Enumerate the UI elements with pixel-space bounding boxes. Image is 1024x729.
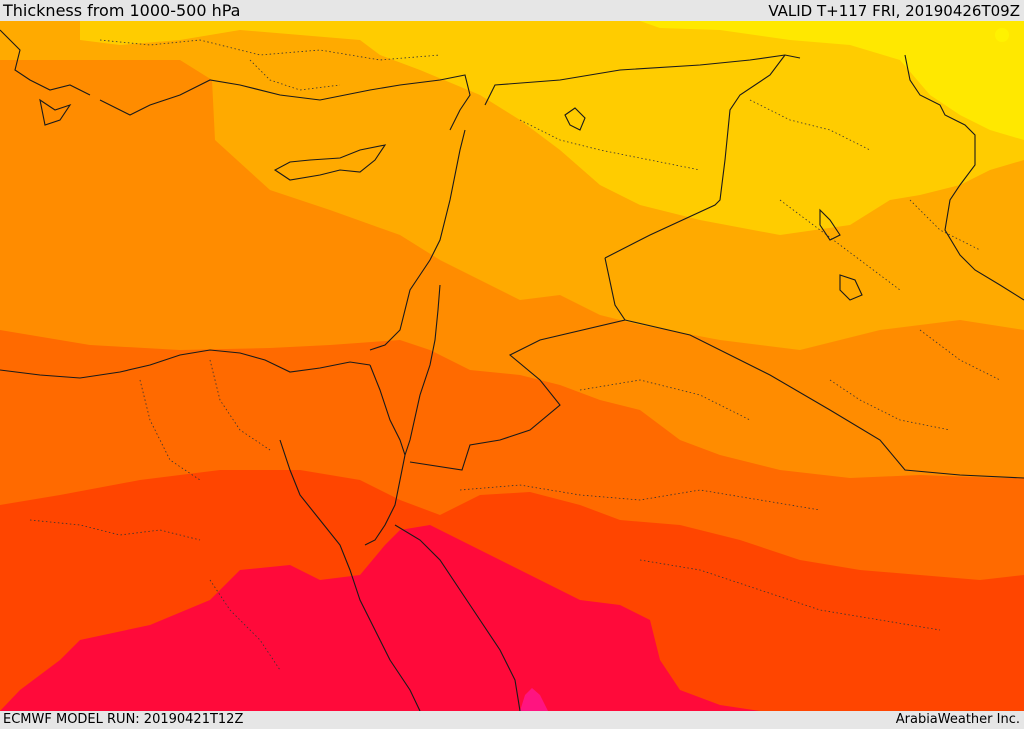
border-crete [39, 98, 72, 126]
border-iraq-saudi [624, 319, 1024, 479]
dotted-iran-2 [919, 329, 1001, 381]
dotted-turkey-2 [249, 59, 341, 91]
dotted-egypt-2 [209, 359, 271, 451]
border-egypt-coast [0, 349, 371, 379]
border-iran [904, 54, 1024, 301]
border-gulf-aqaba [364, 454, 406, 546]
header-bar: Thickness from 1000-500 hPa VALID T+117 … [0, 0, 1024, 21]
yellow-spot [995, 28, 1009, 42]
band-magenta [520, 688, 548, 711]
map-canvas [0, 21, 1024, 711]
country-borders [0, 29, 1024, 711]
border-jordan-saudi [409, 257, 626, 471]
border-syria-iraq [604, 54, 786, 259]
border-levant-coast [369, 129, 466, 351]
border-jordan-valley [404, 284, 441, 456]
dotted-iran-1 [909, 199, 981, 251]
border-turkey-coast [99, 74, 471, 131]
footer-bar: ECMWF MODEL RUN: 20190421T12Z ArabiaWeat… [0, 711, 1024, 729]
border-red-sea-east [394, 524, 521, 711]
border-turkey-west [0, 29, 91, 96]
band-yellow [640, 21, 1024, 140]
dotted-egypt-1 [139, 379, 201, 481]
border-tigris-lake [819, 208, 841, 241]
dotted-egypt-3 [29, 519, 201, 541]
thickness-map [0, 21, 1024, 711]
internal-borders [29, 39, 1001, 671]
dotted-saudi-2 [459, 484, 821, 511]
dotted-iraq-1 [749, 99, 871, 151]
chart-title: Thickness from 1000-500 hPa [3, 1, 241, 20]
band-yellow-orange [80, 21, 1024, 235]
dotted-egypt-4 [209, 579, 281, 671]
border-lake-assad [564, 107, 586, 131]
dotted-iraq-2 [779, 199, 901, 291]
border-gulf-suez [279, 439, 421, 711]
border-lake-iraq [839, 274, 863, 301]
border-cyprus [273, 144, 387, 181]
valid-time-label: VALID T+117 FRI, 20190426T09Z [768, 2, 1020, 20]
border-turkey-syria [484, 54, 801, 106]
border-sinai [369, 364, 406, 456]
band-crimson [0, 525, 760, 711]
model-run-label: ECMWF MODEL RUN: 20190421T12Z [3, 712, 244, 727]
credit-label: ArabiaWeather Inc. [895, 712, 1020, 727]
